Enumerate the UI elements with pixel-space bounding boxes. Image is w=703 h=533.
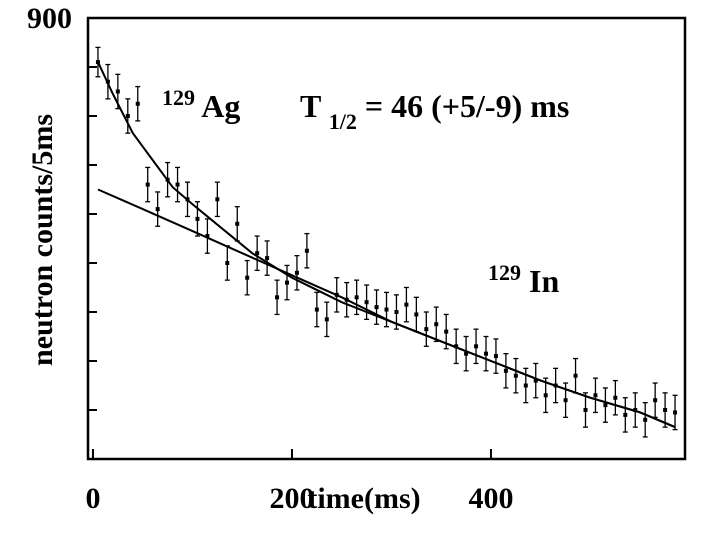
- data-point: [185, 197, 190, 202]
- y-tick-labels: 900: [27, 2, 100, 35]
- data-point: [493, 354, 498, 359]
- daughter-fit-curve: [97, 188, 676, 429]
- data-point: [603, 403, 608, 408]
- data-point: [205, 234, 210, 239]
- data-point: [563, 398, 568, 403]
- halflife-annotation: T 1/2 = 46 (+5/-9) ms: [300, 88, 569, 136]
- data-point: [265, 256, 270, 261]
- x-tick-label: 400: [468, 482, 513, 515]
- data-point: [314, 307, 319, 312]
- data-point: [573, 373, 578, 378]
- halflife-value: = 46 (+5/-9) ms: [365, 88, 569, 124]
- data-point: [105, 79, 110, 84]
- y-minor-ticks: [88, 66, 97, 411]
- data-point: [503, 368, 508, 373]
- data-point: [175, 182, 180, 187]
- data-point: [653, 398, 658, 403]
- data-point: [364, 300, 369, 305]
- data-point: [663, 408, 668, 412]
- data-point: [623, 412, 628, 417]
- data-point: [673, 410, 678, 415]
- x-tick-label: 0: [85, 482, 100, 515]
- data-point: [115, 89, 120, 94]
- data-point: [135, 101, 140, 106]
- in-mass-number: 129: [488, 260, 521, 285]
- data-point: [334, 292, 339, 297]
- data-point: [513, 373, 518, 378]
- data-point: [434, 322, 439, 327]
- x-axis-label: time(ms): [307, 482, 420, 515]
- data-point: [394, 310, 399, 314]
- x-tick-label: 200: [269, 482, 314, 515]
- data-point: [474, 344, 479, 349]
- data-point: [225, 261, 230, 265]
- data-point: [523, 383, 528, 388]
- data-point: [245, 275, 250, 280]
- data-point: [155, 207, 160, 212]
- in-symbol: In: [529, 263, 559, 299]
- data-point: [543, 393, 548, 398]
- y-axis-label: neutron counts/5ms: [26, 114, 59, 366]
- y-tick-label: 900: [27, 2, 72, 35]
- plot-frame: [86, 16, 687, 461]
- in-annotation: 129 In: [488, 251, 559, 299]
- data-point: [275, 295, 280, 300]
- data-point: [255, 251, 260, 256]
- data-point: [285, 280, 289, 285]
- data-point: [633, 408, 638, 412]
- data-point: [304, 248, 309, 253]
- data-point: [344, 297, 349, 302]
- data-point: [235, 221, 240, 226]
- data-point: [95, 60, 100, 65]
- data-point: [553, 383, 558, 388]
- data-point: [533, 378, 538, 383]
- data-point: [593, 393, 598, 398]
- ag-annotation: 129 Ag: [162, 76, 240, 124]
- data-point: [613, 395, 618, 400]
- halflife-subscript: 1/2: [329, 109, 357, 134]
- data-point: [215, 197, 220, 202]
- ag-symbol: Ag: [201, 88, 240, 124]
- data-point: [384, 307, 389, 312]
- data-point: [294, 270, 299, 275]
- x-tick-labels: 0 200 400: [85, 449, 513, 515]
- data-point: [444, 329, 449, 334]
- halflife-T: T: [300, 88, 321, 124]
- data-point: [484, 351, 488, 356]
- data-point: [464, 351, 469, 356]
- data-point: [414, 312, 419, 317]
- data-point: [404, 302, 409, 307]
- data-point: [324, 317, 329, 322]
- data-point: [374, 305, 379, 310]
- data-point: [354, 295, 359, 300]
- data-point: [195, 216, 200, 221]
- data-point: [165, 177, 170, 182]
- ag-mass-number: 129: [162, 85, 195, 110]
- data-point: [125, 114, 130, 118]
- data-point: [583, 408, 588, 412]
- data-point: [454, 344, 459, 349]
- data-point: [643, 417, 648, 422]
- data-points: [95, 46, 678, 438]
- data-point: [145, 182, 150, 187]
- data-point: [424, 327, 429, 332]
